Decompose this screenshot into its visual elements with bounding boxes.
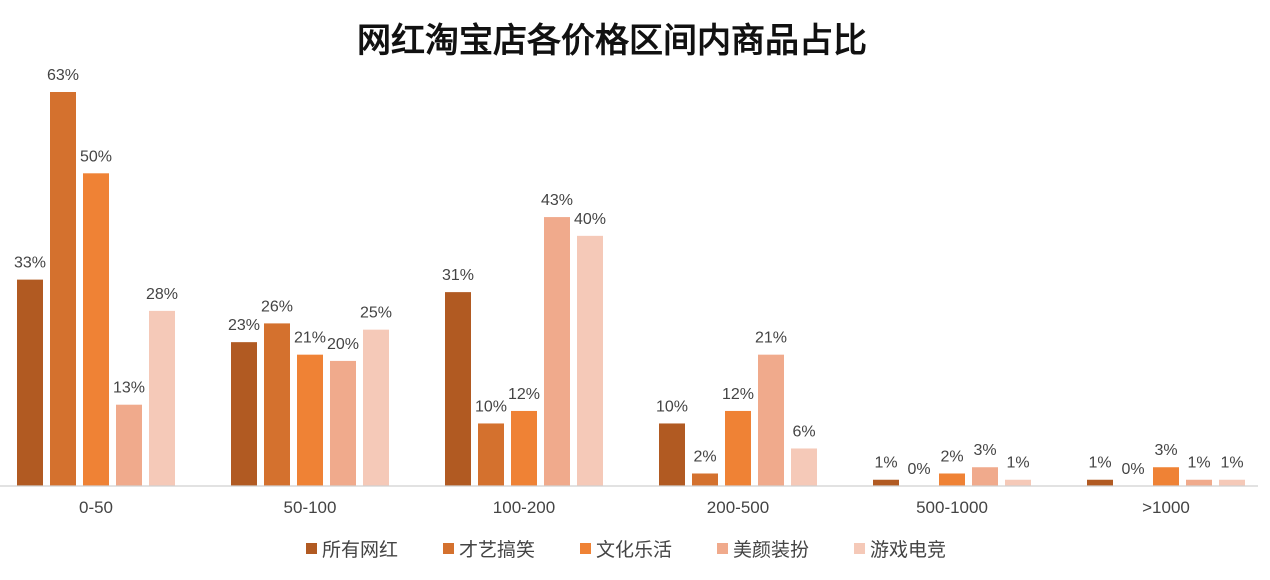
bar	[17, 279, 43, 486]
bar	[50, 92, 76, 486]
bar	[791, 448, 817, 486]
data-label: 3%	[1154, 442, 1177, 459]
data-label: 10%	[475, 398, 507, 415]
legend-label: 游戏电竞	[870, 539, 946, 561]
data-label: 13%	[113, 380, 145, 397]
legend-swatch	[854, 543, 865, 554]
data-label: 2%	[693, 448, 716, 465]
bar	[544, 217, 570, 487]
data-label: 28%	[146, 286, 178, 303]
bar	[577, 235, 603, 486]
data-label: 1%	[1220, 455, 1243, 472]
data-label: 21%	[294, 330, 326, 347]
data-label: 40%	[574, 211, 606, 228]
data-label: 12%	[722, 386, 754, 403]
category-label: 500-1000	[916, 498, 988, 517]
data-label: 23%	[228, 317, 260, 334]
bars-layer	[17, 92, 1245, 487]
bar	[972, 467, 998, 486]
data-label: 43%	[541, 192, 573, 209]
data-label: 1%	[1006, 455, 1029, 472]
data-label: 1%	[1088, 455, 1111, 472]
category-labels-layer: 0-50 50-100 100-200 200-500 500-1000 >1000	[79, 498, 1190, 517]
data-label: 31%	[442, 267, 474, 284]
bar	[939, 473, 965, 486]
bar	[445, 292, 471, 486]
legend-label: 美颜装扮	[733, 539, 809, 561]
data-label: 1%	[1187, 455, 1210, 472]
legend-label: 文化乐活	[596, 539, 672, 561]
category-label: 100-200	[493, 498, 555, 517]
bar	[363, 329, 389, 486]
category-label: 50-100	[284, 498, 337, 517]
legend-swatch	[443, 543, 454, 554]
chart-title: 网红淘宝店各价格区间内商品占比	[357, 21, 867, 61]
legend-label: 才艺搞笑	[459, 539, 535, 561]
data-label: 2%	[940, 448, 963, 465]
data-labels-layer: 33%63%50%13%28%23%26%21% 20%25%31%10%12%4…	[14, 67, 1244, 478]
data-label: 0%	[907, 461, 930, 478]
data-label: 21%	[755, 330, 787, 347]
legend-swatch	[306, 543, 317, 554]
bar	[1087, 479, 1113, 486]
bar	[1005, 479, 1031, 486]
bar	[511, 410, 537, 486]
bar	[116, 404, 142, 486]
data-label: 33%	[14, 255, 46, 272]
category-label: 200-500	[707, 498, 769, 517]
bar	[758, 354, 784, 486]
data-label: 0%	[1121, 461, 1144, 478]
bar	[478, 423, 504, 486]
category-label: >1000	[1142, 498, 1190, 517]
bar	[1186, 479, 1212, 486]
bar	[1153, 467, 1179, 486]
legend: 所有网红 才艺搞笑 文化乐活 美颜装扮 游戏电竞	[306, 539, 946, 561]
data-label: 20%	[327, 336, 359, 353]
data-label: 50%	[80, 148, 112, 165]
legend-swatch	[717, 543, 728, 554]
bar	[725, 410, 751, 486]
legend-label: 所有网红	[322, 539, 398, 561]
data-label: 12%	[508, 386, 540, 403]
data-label: 26%	[261, 298, 293, 315]
bar	[659, 423, 685, 486]
data-label: 10%	[656, 398, 688, 415]
bar	[264, 323, 290, 486]
bar	[231, 342, 257, 486]
bar	[873, 479, 899, 486]
data-label: 3%	[973, 442, 996, 459]
data-label: 1%	[874, 455, 897, 472]
bar	[149, 310, 175, 486]
data-label: 63%	[47, 67, 79, 84]
legend-swatch	[580, 543, 591, 554]
bar	[692, 473, 718, 486]
bar	[297, 354, 323, 486]
bar	[83, 173, 109, 487]
bar	[330, 360, 356, 486]
category-label: 0-50	[79, 498, 113, 517]
bar	[1219, 479, 1245, 486]
data-label: 6%	[792, 423, 815, 440]
data-label: 25%	[360, 305, 392, 322]
